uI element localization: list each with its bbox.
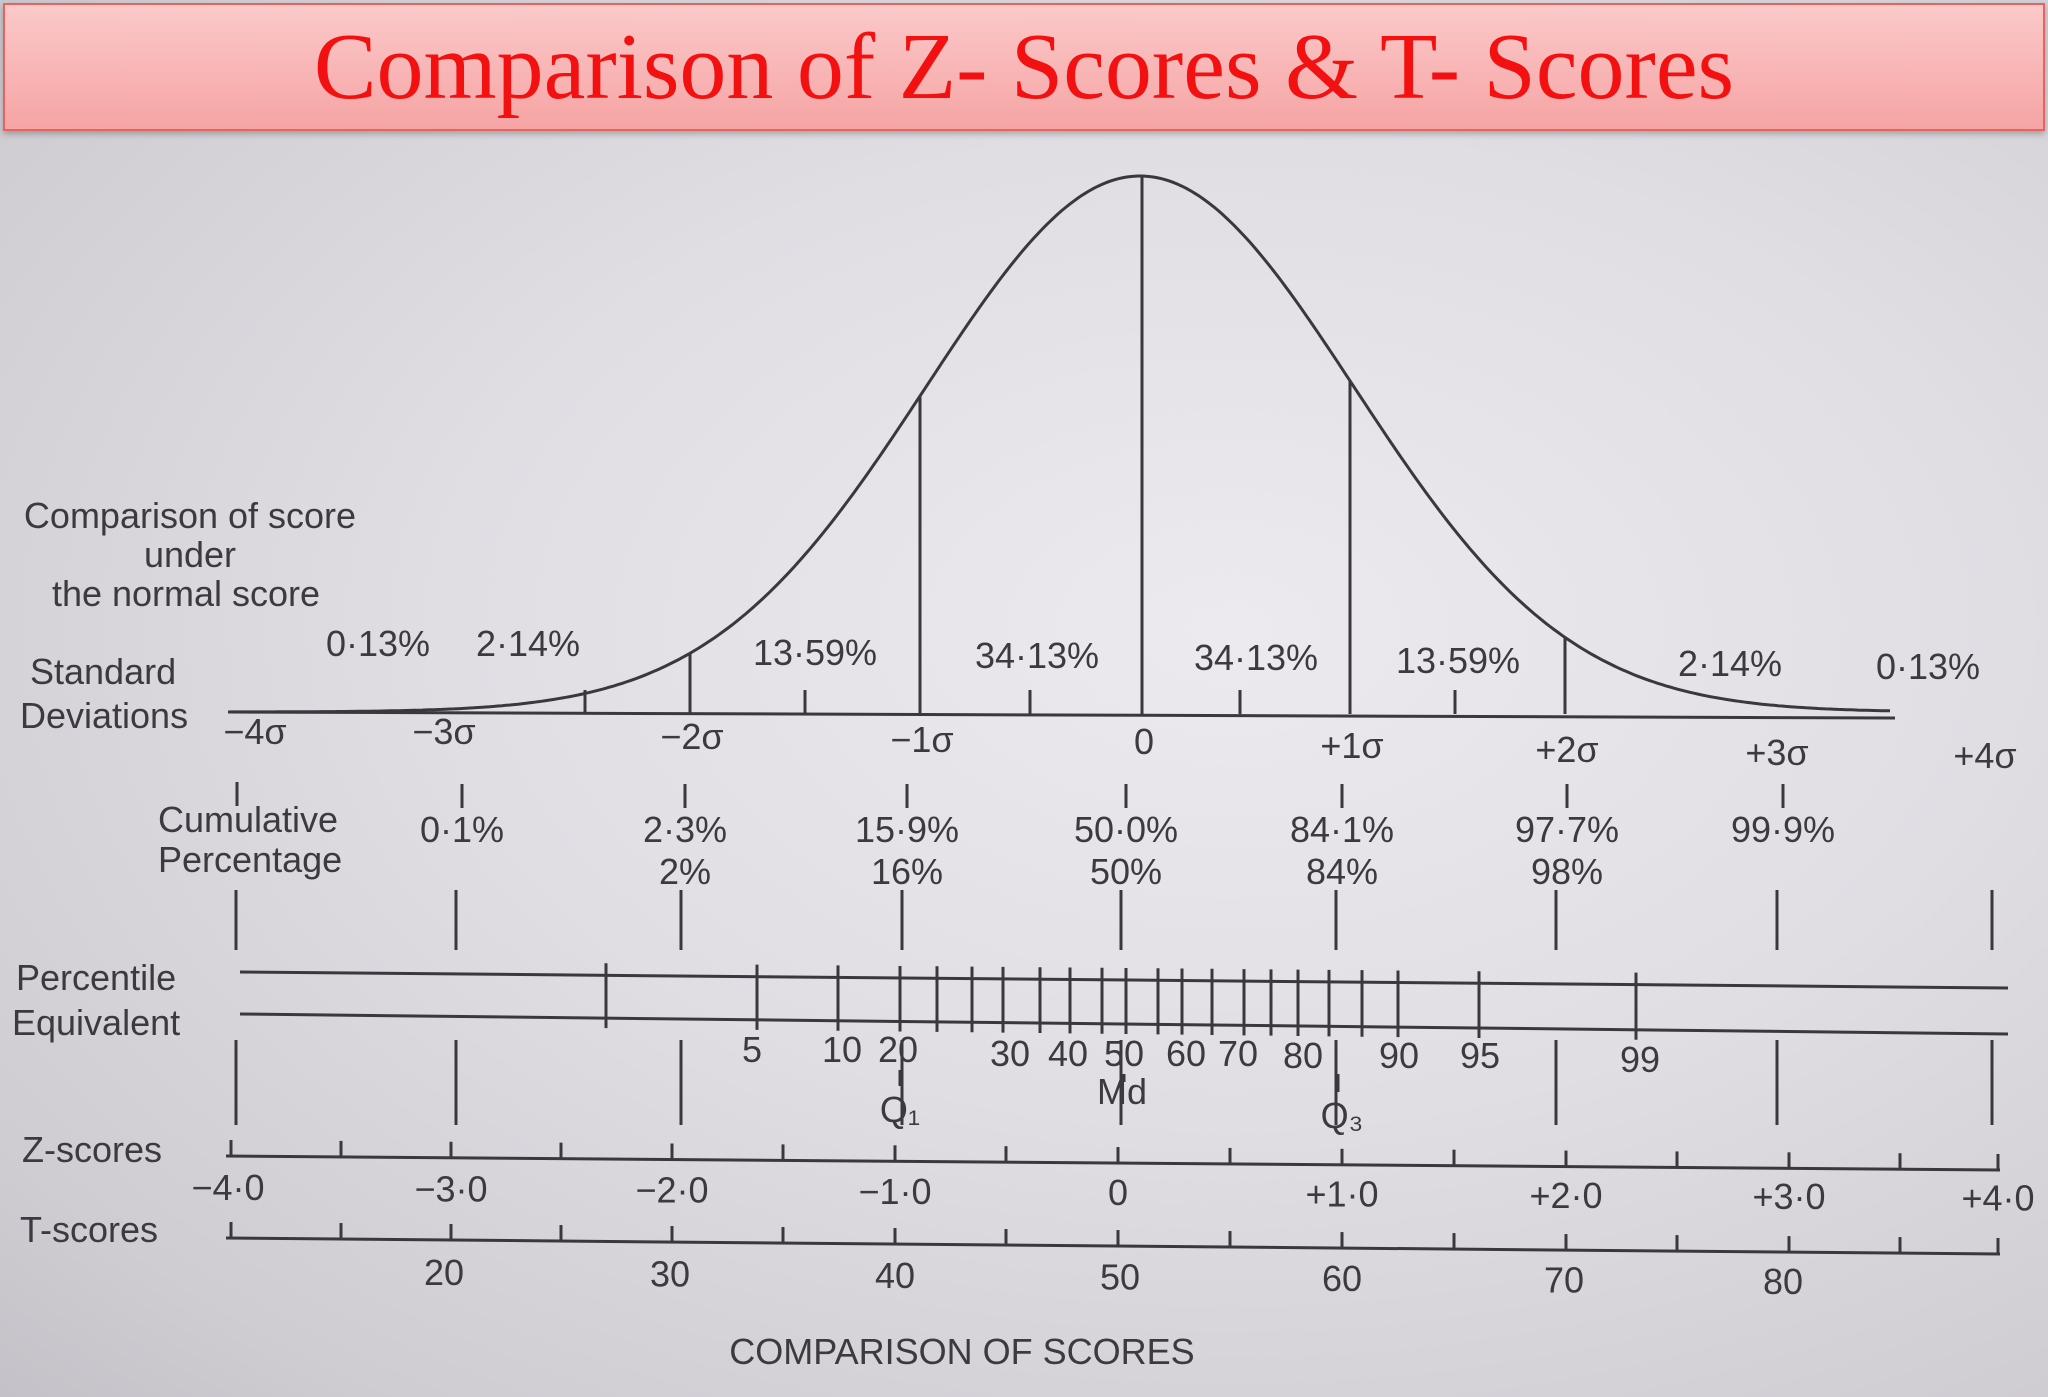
area-percentage: 0·13%	[326, 623, 430, 664]
title-banner: Comparison of Z- Scores & T- Scores	[3, 3, 2045, 131]
t-score-label: 70	[1544, 1260, 1584, 1301]
z-score-label: −1·0	[858, 1171, 931, 1212]
t-score-label: 40	[875, 1255, 915, 1296]
sigma-label: +1σ	[1320, 725, 1383, 766]
sigma-label: +4σ	[1953, 735, 2016, 776]
t-score-label: 30	[650, 1254, 690, 1295]
z-score-label: −4·0	[191, 1167, 264, 1208]
percentile-label: 30	[990, 1033, 1030, 1074]
caption: COMPARISON OF SCORES	[729, 1331, 1194, 1372]
area-percentage: 13·59%	[1396, 640, 1520, 681]
area-percentage: 2·14%	[1678, 643, 1782, 684]
label-percentage: Percentage	[158, 839, 342, 880]
quartile-label: Q₁	[880, 1089, 920, 1130]
label-deviations: Deviations	[20, 695, 188, 736]
cumulative-rounded: 2%	[659, 851, 711, 892]
label-z-scores: Z-scores	[22, 1129, 162, 1170]
t-axis-line	[225, 1236, 2001, 1256]
percentile-label: 10	[822, 1029, 862, 1070]
area-percentage: 13·59%	[753, 632, 877, 673]
cumulative-value: 97·7%	[1515, 809, 1619, 850]
label-standard: Standard	[30, 651, 176, 692]
area-percentage: 2·14%	[476, 623, 580, 664]
sigma-label: −3σ	[412, 711, 475, 752]
percentile-label: 95	[1460, 1035, 1500, 1076]
percentile-label: 99	[1620, 1039, 1660, 1080]
sigma-label: +3σ	[1745, 732, 1808, 773]
z-score-label: 0	[1108, 1172, 1128, 1213]
percentile-label: 70	[1218, 1033, 1258, 1074]
percentile-label: 40	[1048, 1033, 1088, 1074]
cumulative-value: 84·1%	[1290, 809, 1394, 850]
cumulative-rounded: 16%	[871, 851, 943, 892]
percentile-band-bottom	[239, 1012, 2009, 1036]
percentile-label: 60	[1166, 1033, 1206, 1074]
heading-line: the normal score	[52, 573, 320, 614]
heading-line: Comparison of score	[24, 495, 356, 536]
z-score-label: +2·0	[1529, 1175, 1602, 1216]
t-score-label: 50	[1100, 1257, 1140, 1298]
sigma-label: 0	[1134, 721, 1154, 762]
area-percentage: 0·13%	[1876, 646, 1980, 687]
sigma-label: −2σ	[660, 716, 723, 757]
label-equivalent: Equivalent	[12, 1002, 180, 1043]
t-score-label: 20	[424, 1252, 464, 1293]
cumulative-value: 15·9%	[855, 809, 959, 850]
z-axis-line	[225, 1154, 2001, 1172]
percentile-label: 50	[1104, 1033, 1144, 1074]
cumulative-value: 99·9%	[1731, 809, 1835, 850]
slide-title: Comparison of Z- Scores & T- Scores	[313, 15, 1735, 119]
curve-baseline	[227, 710, 1896, 720]
z-score-label: −3·0	[414, 1168, 487, 1209]
percentile-band-top	[239, 970, 2009, 990]
percentile-label: 80	[1283, 1035, 1323, 1076]
quartile-label: Md	[1097, 1071, 1147, 1112]
sigma-label: −1σ	[890, 719, 953, 760]
cumulative-rounded: 84%	[1306, 851, 1378, 892]
t-score-label: 60	[1322, 1258, 1362, 1299]
cumulative-value: 0·1%	[420, 809, 504, 850]
cumulative-value: 50·0%	[1074, 809, 1178, 850]
area-percentage: 34·13%	[1194, 637, 1318, 678]
cumulative-value: 2·3%	[643, 809, 727, 850]
cumulative-rounded: 98%	[1531, 851, 1603, 892]
z-score-label: +3·0	[1752, 1176, 1825, 1217]
area-percentage: 34·13%	[975, 635, 1099, 676]
label-cumulative: Cumulative	[158, 799, 338, 840]
label-percentile: Percentile	[16, 957, 176, 998]
z-score-label: +4·0	[1961, 1177, 2034, 1218]
percentile-label: 5	[742, 1029, 762, 1070]
z-score-label: +1·0	[1305, 1174, 1378, 1215]
sigma-label: −4σ	[223, 711, 286, 752]
z-score-label: −2·0	[635, 1170, 708, 1211]
quartile-label: Q₃	[1321, 1095, 1364, 1136]
label-t-scores: T-scores	[20, 1209, 158, 1250]
heading-line: under	[144, 534, 236, 575]
sigma-label: +2σ	[1535, 729, 1598, 770]
t-score-label: 80	[1763, 1261, 1803, 1302]
cumulative-rounded: 50%	[1090, 851, 1162, 892]
percentile-label: 90	[1379, 1035, 1419, 1076]
normal-curve	[230, 174, 1890, 714]
percentile-label: 20	[878, 1029, 918, 1070]
